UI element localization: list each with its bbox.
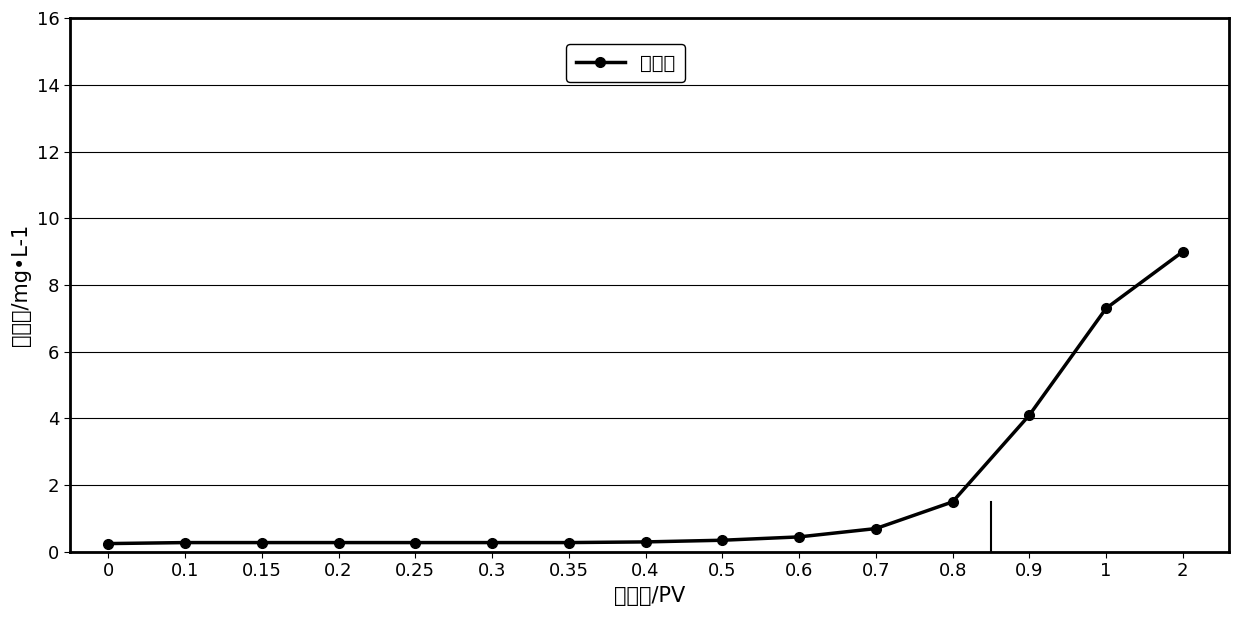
X-axis label: 注入量/PV: 注入量/PV — [614, 586, 684, 606]
出砂量 — [177, 539, 192, 546]
Y-axis label: 出砂量/mg•L-1: 出砂量/mg•L-1 — [11, 224, 31, 346]
出砂量 — [639, 538, 653, 545]
Line: 出砂量: 出砂量 — [103, 247, 1188, 549]
出砂量 — [562, 539, 577, 546]
出砂量 — [408, 539, 423, 546]
出砂量 — [485, 539, 500, 546]
出砂量 — [1176, 248, 1190, 255]
出砂量 — [945, 498, 960, 505]
出砂量 — [100, 540, 115, 547]
出砂量 — [254, 539, 269, 546]
Legend: 出砂量: 出砂量 — [567, 44, 686, 82]
出砂量 — [868, 525, 883, 532]
出砂量 — [331, 539, 346, 546]
出砂量 — [791, 533, 806, 540]
出砂量 — [1022, 412, 1037, 419]
出砂量 — [1099, 305, 1114, 312]
出砂量 — [715, 537, 730, 544]
